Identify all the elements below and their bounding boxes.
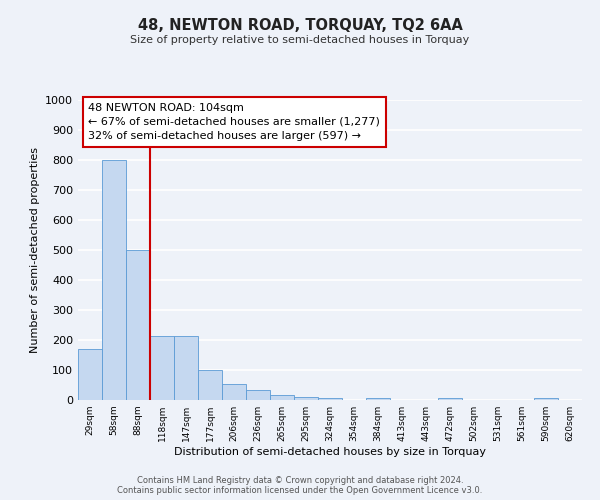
Text: Contains HM Land Registry data © Crown copyright and database right 2024.: Contains HM Land Registry data © Crown c…	[137, 476, 463, 485]
Bar	[78, 349, 102, 400]
Y-axis label: Number of semi-detached properties: Number of semi-detached properties	[29, 147, 40, 353]
Text: Size of property relative to semi-detached houses in Torquay: Size of property relative to semi-detach…	[130, 35, 470, 45]
Bar	[150, 336, 174, 400]
Bar	[126, 250, 150, 400]
Bar	[174, 336, 198, 400]
Text: 48 NEWTON ROAD: 104sqm
← 67% of semi-detached houses are smaller (1,277)
32% of : 48 NEWTON ROAD: 104sqm ← 67% of semi-det…	[88, 103, 380, 141]
Bar	[534, 398, 558, 400]
X-axis label: Distribution of semi-detached houses by size in Torquay: Distribution of semi-detached houses by …	[174, 447, 486, 457]
Bar	[270, 394, 294, 400]
Text: Contains public sector information licensed under the Open Government Licence v3: Contains public sector information licen…	[118, 486, 482, 495]
Bar	[246, 390, 270, 400]
Bar	[198, 370, 222, 400]
Bar	[366, 398, 390, 400]
Text: 48, NEWTON ROAD, TORQUAY, TQ2 6AA: 48, NEWTON ROAD, TORQUAY, TQ2 6AA	[137, 18, 463, 32]
Bar	[102, 160, 126, 400]
Bar	[318, 398, 342, 400]
Bar	[222, 384, 246, 400]
Bar	[438, 398, 462, 400]
Bar	[294, 397, 318, 400]
